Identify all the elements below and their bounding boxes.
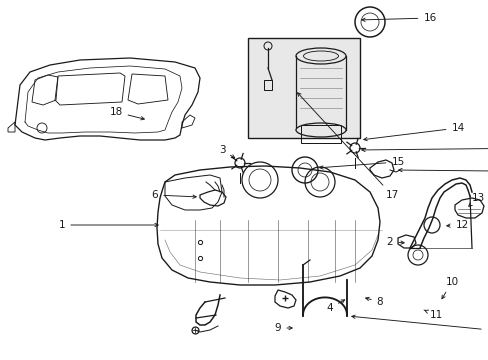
Text: 13: 13 (468, 193, 484, 206)
Text: 16: 16 (361, 13, 436, 23)
Text: 15: 15 (319, 157, 404, 169)
Text: 12: 12 (446, 220, 468, 230)
Text: 2: 2 (386, 237, 404, 247)
Text: 8: 8 (365, 297, 383, 307)
Text: 4: 4 (326, 300, 344, 313)
Text: 1: 1 (59, 220, 158, 230)
Text: 14: 14 (363, 123, 464, 141)
Text: 10: 10 (441, 277, 458, 299)
Text: 5: 5 (351, 315, 488, 335)
Text: 7: 7 (398, 167, 488, 177)
Text: 18: 18 (109, 107, 144, 120)
Text: 3: 3 (218, 145, 234, 158)
FancyBboxPatch shape (247, 38, 359, 138)
Ellipse shape (295, 123, 346, 137)
Text: 3: 3 (361, 143, 488, 153)
Text: 6: 6 (151, 190, 196, 200)
Text: 11: 11 (423, 310, 442, 320)
Text: 17: 17 (297, 93, 398, 200)
Text: 9: 9 (274, 323, 292, 333)
